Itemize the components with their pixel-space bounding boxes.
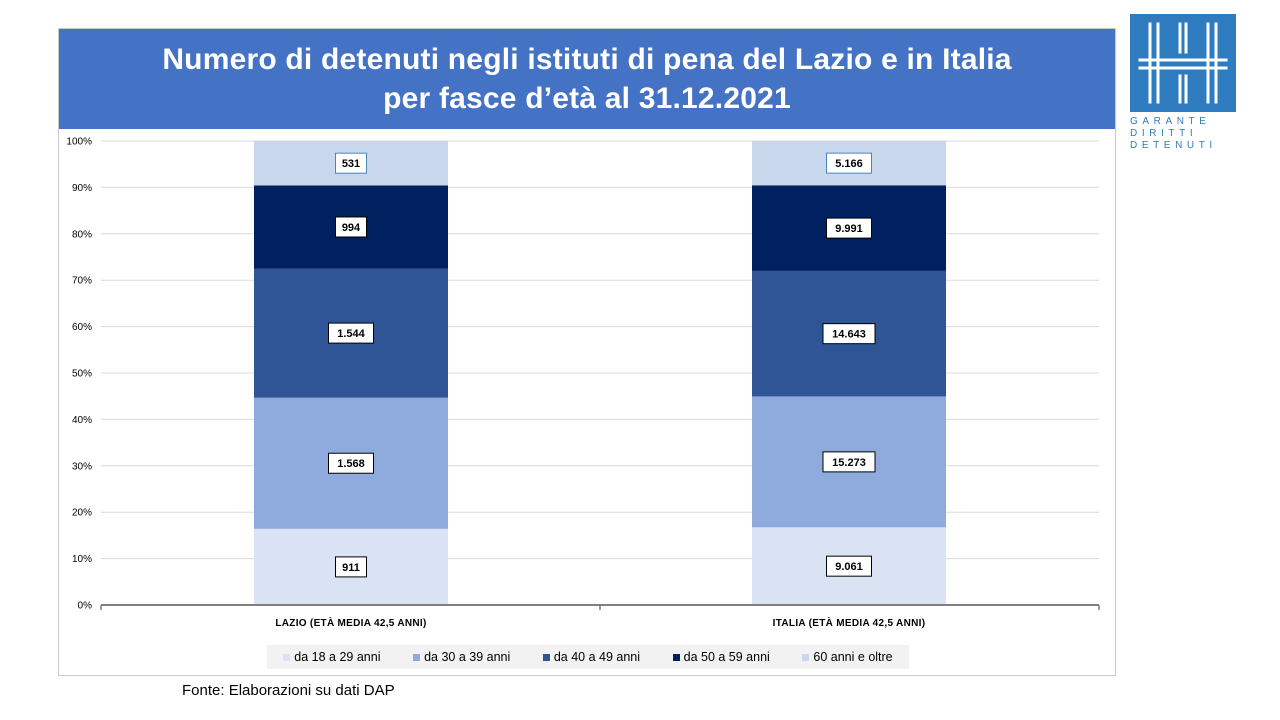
logo-bars-icon (1138, 22, 1228, 104)
data-label-box (328, 452, 374, 474)
legend: da 18 a 29 anni da 30 a 39 anni da 40 a 49… (267, 645, 909, 669)
legend-item: da 18 a 29 anni (283, 650, 380, 664)
legend-label: da 50 a 59 anni (683, 650, 770, 664)
y-tick-label: 80% (72, 229, 92, 240)
legend-swatch (802, 653, 810, 661)
legend-label: 60 anni e oltre (813, 650, 893, 664)
legend-swatch (283, 653, 291, 661)
chart-title-line-1: Numero di detenuti negli istituti di pen… (162, 43, 1012, 76)
data-label: 1.568 (337, 458, 365, 470)
stacked-bar-plot: 911 1.568 1.544 994 531 9.061 15.273 14.643 9.99… (66, 137, 1100, 629)
chart-frame: Numero di detenuti negli istituti di pen… (58, 28, 1116, 676)
data-label: 994 (342, 222, 361, 234)
legend-swatch (542, 653, 550, 661)
legend-label: da 18 a 29 anni (294, 650, 381, 664)
data-label-box (335, 556, 367, 578)
data-label: 531 (342, 158, 360, 170)
legend-item: 60 anni e oltre (802, 650, 893, 664)
data-label: 9.061 (835, 561, 863, 573)
data-label-box (335, 216, 367, 238)
legend-label: da 40 a 49 anni (553, 650, 641, 664)
legend-item: da 30 a 39 anni (413, 650, 510, 664)
legend-item: da 50 a 59 anni (672, 650, 770, 664)
data-label-box (822, 451, 876, 473)
logo-word-3: DETENUTI (1130, 140, 1217, 151)
logo-emblem (1130, 14, 1236, 112)
y-tick-label: 70% (72, 276, 92, 287)
chart-title-line-2: per fasce d’età al 31.12.2021 (383, 82, 791, 115)
data-label: 5.166 (835, 158, 863, 170)
data-label: 14.643 (832, 329, 866, 341)
data-label-box (335, 152, 367, 174)
y-tick-label: 100% (66, 137, 92, 148)
data-label: 911 (342, 562, 360, 574)
garante-logo: GARANTE DIRITTI DETENUTI (1130, 14, 1236, 154)
data-label-box (328, 322, 374, 344)
data-label-box (826, 152, 872, 174)
y-tick-label: 90% (72, 183, 92, 194)
data-label: 1.544 (337, 328, 365, 340)
data-label-box (822, 323, 876, 345)
y-tick-label: 40% (72, 415, 92, 426)
title-banner: Numero di detenuti negli istituti di pen… (59, 29, 1115, 129)
y-tick-label: 10% (72, 554, 92, 565)
legend-label: da 30 a 39 anni (424, 650, 511, 664)
data-label: 9.991 (835, 223, 863, 235)
y-tick-label: 50% (72, 369, 92, 380)
legend-swatch (672, 653, 680, 661)
legend-item: da 40 a 49 anni (542, 650, 641, 664)
source-note: Fonte: Elaborazioni su dati DAP (182, 682, 395, 699)
category-label: ITALIA (ETÀ MEDIA 42,5 ANNI) (773, 616, 926, 629)
data-label: 15.273 (832, 457, 866, 469)
y-tick-label: 20% (72, 508, 92, 519)
data-label-box (826, 555, 872, 577)
y-tick-label: 60% (72, 322, 92, 333)
logo-word-1: GARANTE (1130, 116, 1211, 127)
category-label: LAZIO (ETÀ MEDIA 42,5 ANNI) (275, 616, 426, 629)
y-tick-label: 0% (78, 601, 93, 612)
logo-word-2: DIRITTI (1130, 128, 1198, 139)
legend-swatch (413, 653, 421, 661)
data-label-box (826, 217, 872, 239)
logo-wordmark: GARANTE DIRITTI DETENUTI (1130, 116, 1236, 152)
y-tick-label: 30% (72, 461, 92, 472)
